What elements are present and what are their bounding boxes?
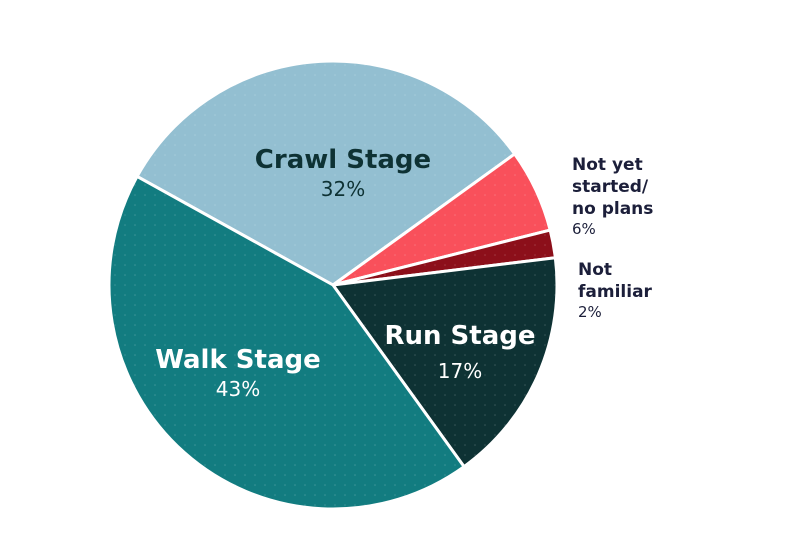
slice-value-not-familiar: 2% [578, 303, 602, 321]
pie-slice-texture [109, 176, 465, 510]
slice-label-run-stage: Run Stage [384, 321, 535, 351]
slice-label-not-yet-started-line3: no plans [572, 199, 653, 219]
pie-slice-texture [137, 60, 515, 285]
slice-value-run-stage: 17% [438, 359, 482, 383]
pie-slice-texture [333, 153, 551, 285]
slice-value-not-yet-started: 6% [572, 220, 596, 238]
slice-value-walk-stage: 43% [216, 377, 260, 401]
slice-label-walk-stage: Walk Stage [155, 345, 321, 375]
slice-label-not-yet-started-line1: Not yet [572, 155, 643, 175]
slice-label-crawl-stage: Crawl Stage [255, 145, 431, 175]
pie-slice-texture [333, 230, 556, 285]
pie-slice-texture [333, 257, 557, 467]
slice-value-crawl-stage: 32% [321, 177, 365, 201]
slice-label-not-yet-started-line2: started/ [572, 177, 649, 197]
slice-label-not-familiar-line1: Not [578, 260, 612, 280]
slice-label-not-familiar-line2: familiar [578, 282, 653, 302]
